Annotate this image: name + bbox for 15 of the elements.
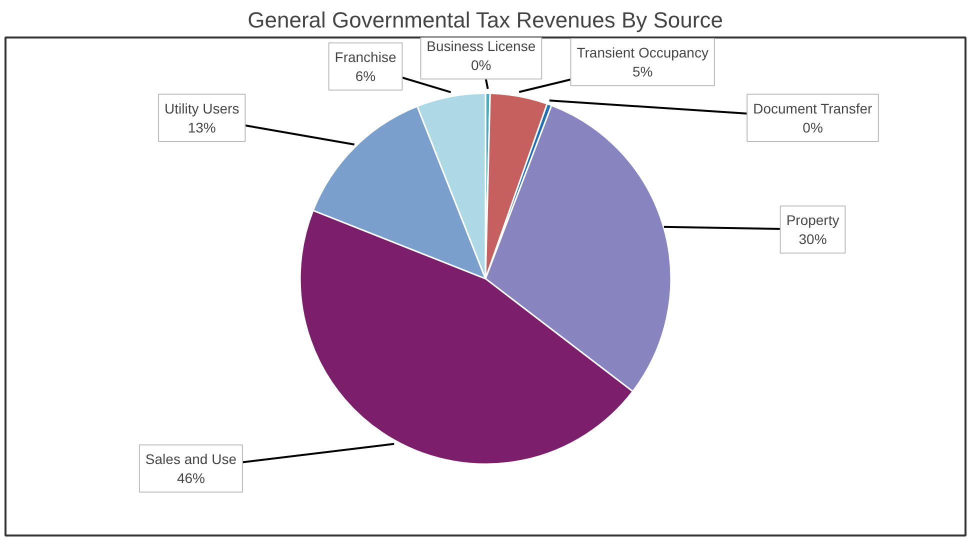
chart-title: General Governmental Tax Revenues By Source xyxy=(248,8,723,32)
slice-label: Sales and Use xyxy=(145,450,237,467)
slice-label: Transient Occupancy xyxy=(576,44,708,60)
slice-label: Utility Users xyxy=(164,100,240,116)
slice-label: Document Transfer xyxy=(753,100,873,116)
data-label: 6% xyxy=(355,68,376,84)
data-label: 30% xyxy=(798,231,827,248)
slice-label: Property xyxy=(786,212,840,228)
data-label: 13% xyxy=(188,119,216,136)
slice-label: Franchise xyxy=(334,48,396,65)
data-label: 46% xyxy=(176,470,205,486)
slice-label: Business License xyxy=(426,38,536,54)
data-label: 0% xyxy=(471,56,492,73)
data-label: 5% xyxy=(632,64,653,80)
data-label: 0% xyxy=(802,119,823,136)
